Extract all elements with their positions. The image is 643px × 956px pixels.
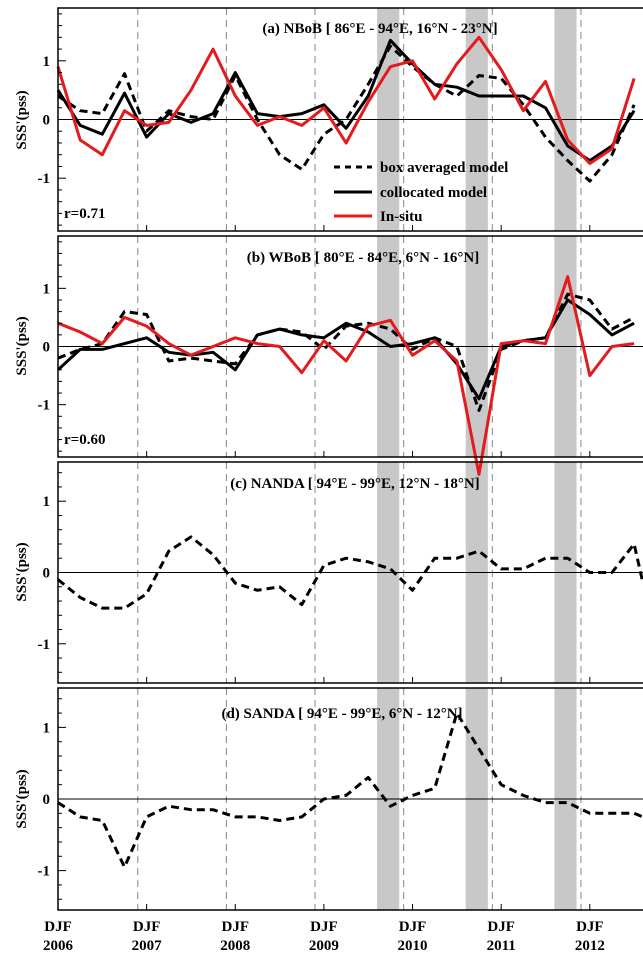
y-tick-label-b-2: -1	[38, 398, 51, 414]
panel-a-title: (a) NBoB [ 86°E - 94°E, 16°N - 23°N]	[262, 21, 497, 37]
y-tick-label-c-2: -1	[38, 637, 51, 653]
dashed-vlines-layer	[137, 8, 582, 910]
x-tick-labels: DJF 2006 DJF 2007 DJF 2008 DJF 2009 DJF 2010 DJF 20…	[43, 919, 605, 954]
series-collocated-model-b	[56, 298, 635, 401]
x-tick-label-bottom-0: 2006	[43, 938, 74, 954]
panel-c-ylabel: SSS'(pss)	[14, 542, 30, 601]
x-tick-label-top-4: DJF	[399, 919, 427, 935]
series-collocated-model-a	[56, 38, 636, 163]
panel-a-ylabel: SSS'(pss)	[14, 90, 30, 149]
x-tick-label-bottom-6: 2012	[575, 938, 605, 954]
panel-d-title: (d) SANDA [ 94°E - 99°E, 6°N - 12°N]	[221, 706, 462, 722]
x-tick-label-bottom-4: 2010	[398, 938, 428, 954]
y-tick-label-d-0: 1	[43, 720, 51, 736]
y-tick-label-a-1: 0	[43, 113, 51, 129]
x-tick-label-bottom-2: 2008	[220, 938, 250, 954]
legend-label-collocated: collocated model	[380, 185, 487, 201]
y-tick-label-d-2: -1	[38, 864, 51, 880]
y-tick-label-b-0: 1	[43, 281, 51, 297]
x-tick-label-bottom-3: 2009	[309, 938, 339, 954]
ticks-layer: 1 0 -1 1 0 -1 1 0 -1 1 0 -1	[38, 13, 591, 910]
y-tick-label-d-1: 0	[43, 792, 51, 808]
legend-label-insitu: In-situ	[380, 209, 423, 225]
x-tick-label-top-6: DJF	[576, 919, 604, 935]
panel-c-title: (c) NANDA [ 94°E - 99°E, 12°N - 18°N]	[230, 476, 479, 492]
series-box-averaged-model-d	[57, 711, 643, 869]
series-box-averaged-model-c	[57, 535, 643, 610]
y-tick-label-c-0: 1	[43, 494, 51, 510]
series-box-averaged-model-b	[57, 292, 635, 412]
series-layer	[56, 35, 643, 869]
series-in-situ-a	[56, 35, 636, 165]
x-tick-label-bottom-5: 2011	[487, 938, 516, 954]
y-tick-label-c-1: 0	[43, 566, 51, 582]
x-tick-label-top-3: DJF	[310, 919, 338, 935]
panel-b-ylabel: SSS'(pss)	[14, 316, 30, 375]
x-tick-label-top-2: DJF	[222, 919, 250, 935]
x-tick-label-bottom-1: 2007	[132, 938, 163, 954]
x-tick-label-top-0: DJF	[44, 919, 72, 935]
y-tick-label-a-2: -1	[38, 171, 51, 187]
panel-b-correlation: r=0.60	[64, 432, 105, 448]
y-tick-label-a-0: 1	[43, 54, 51, 70]
panel-b-title: (b) WBoB [ 80°E - 84°E, 6°N - 16°N]	[247, 250, 479, 266]
legend-label-box-averaged: box averaged model	[380, 160, 508, 176]
series-in-situ-b	[57, 275, 635, 476]
x-tick-label-top-5: DJF	[487, 919, 515, 935]
y-tick-label-b-1: 0	[43, 340, 51, 356]
legend: box averaged model collocated model In-s…	[334, 160, 508, 225]
panel-d-ylabel: SSS'(pss)	[14, 769, 30, 828]
x-tick-label-top-1: DJF	[133, 919, 161, 935]
panel-a-correlation: r=0.71	[64, 206, 105, 222]
